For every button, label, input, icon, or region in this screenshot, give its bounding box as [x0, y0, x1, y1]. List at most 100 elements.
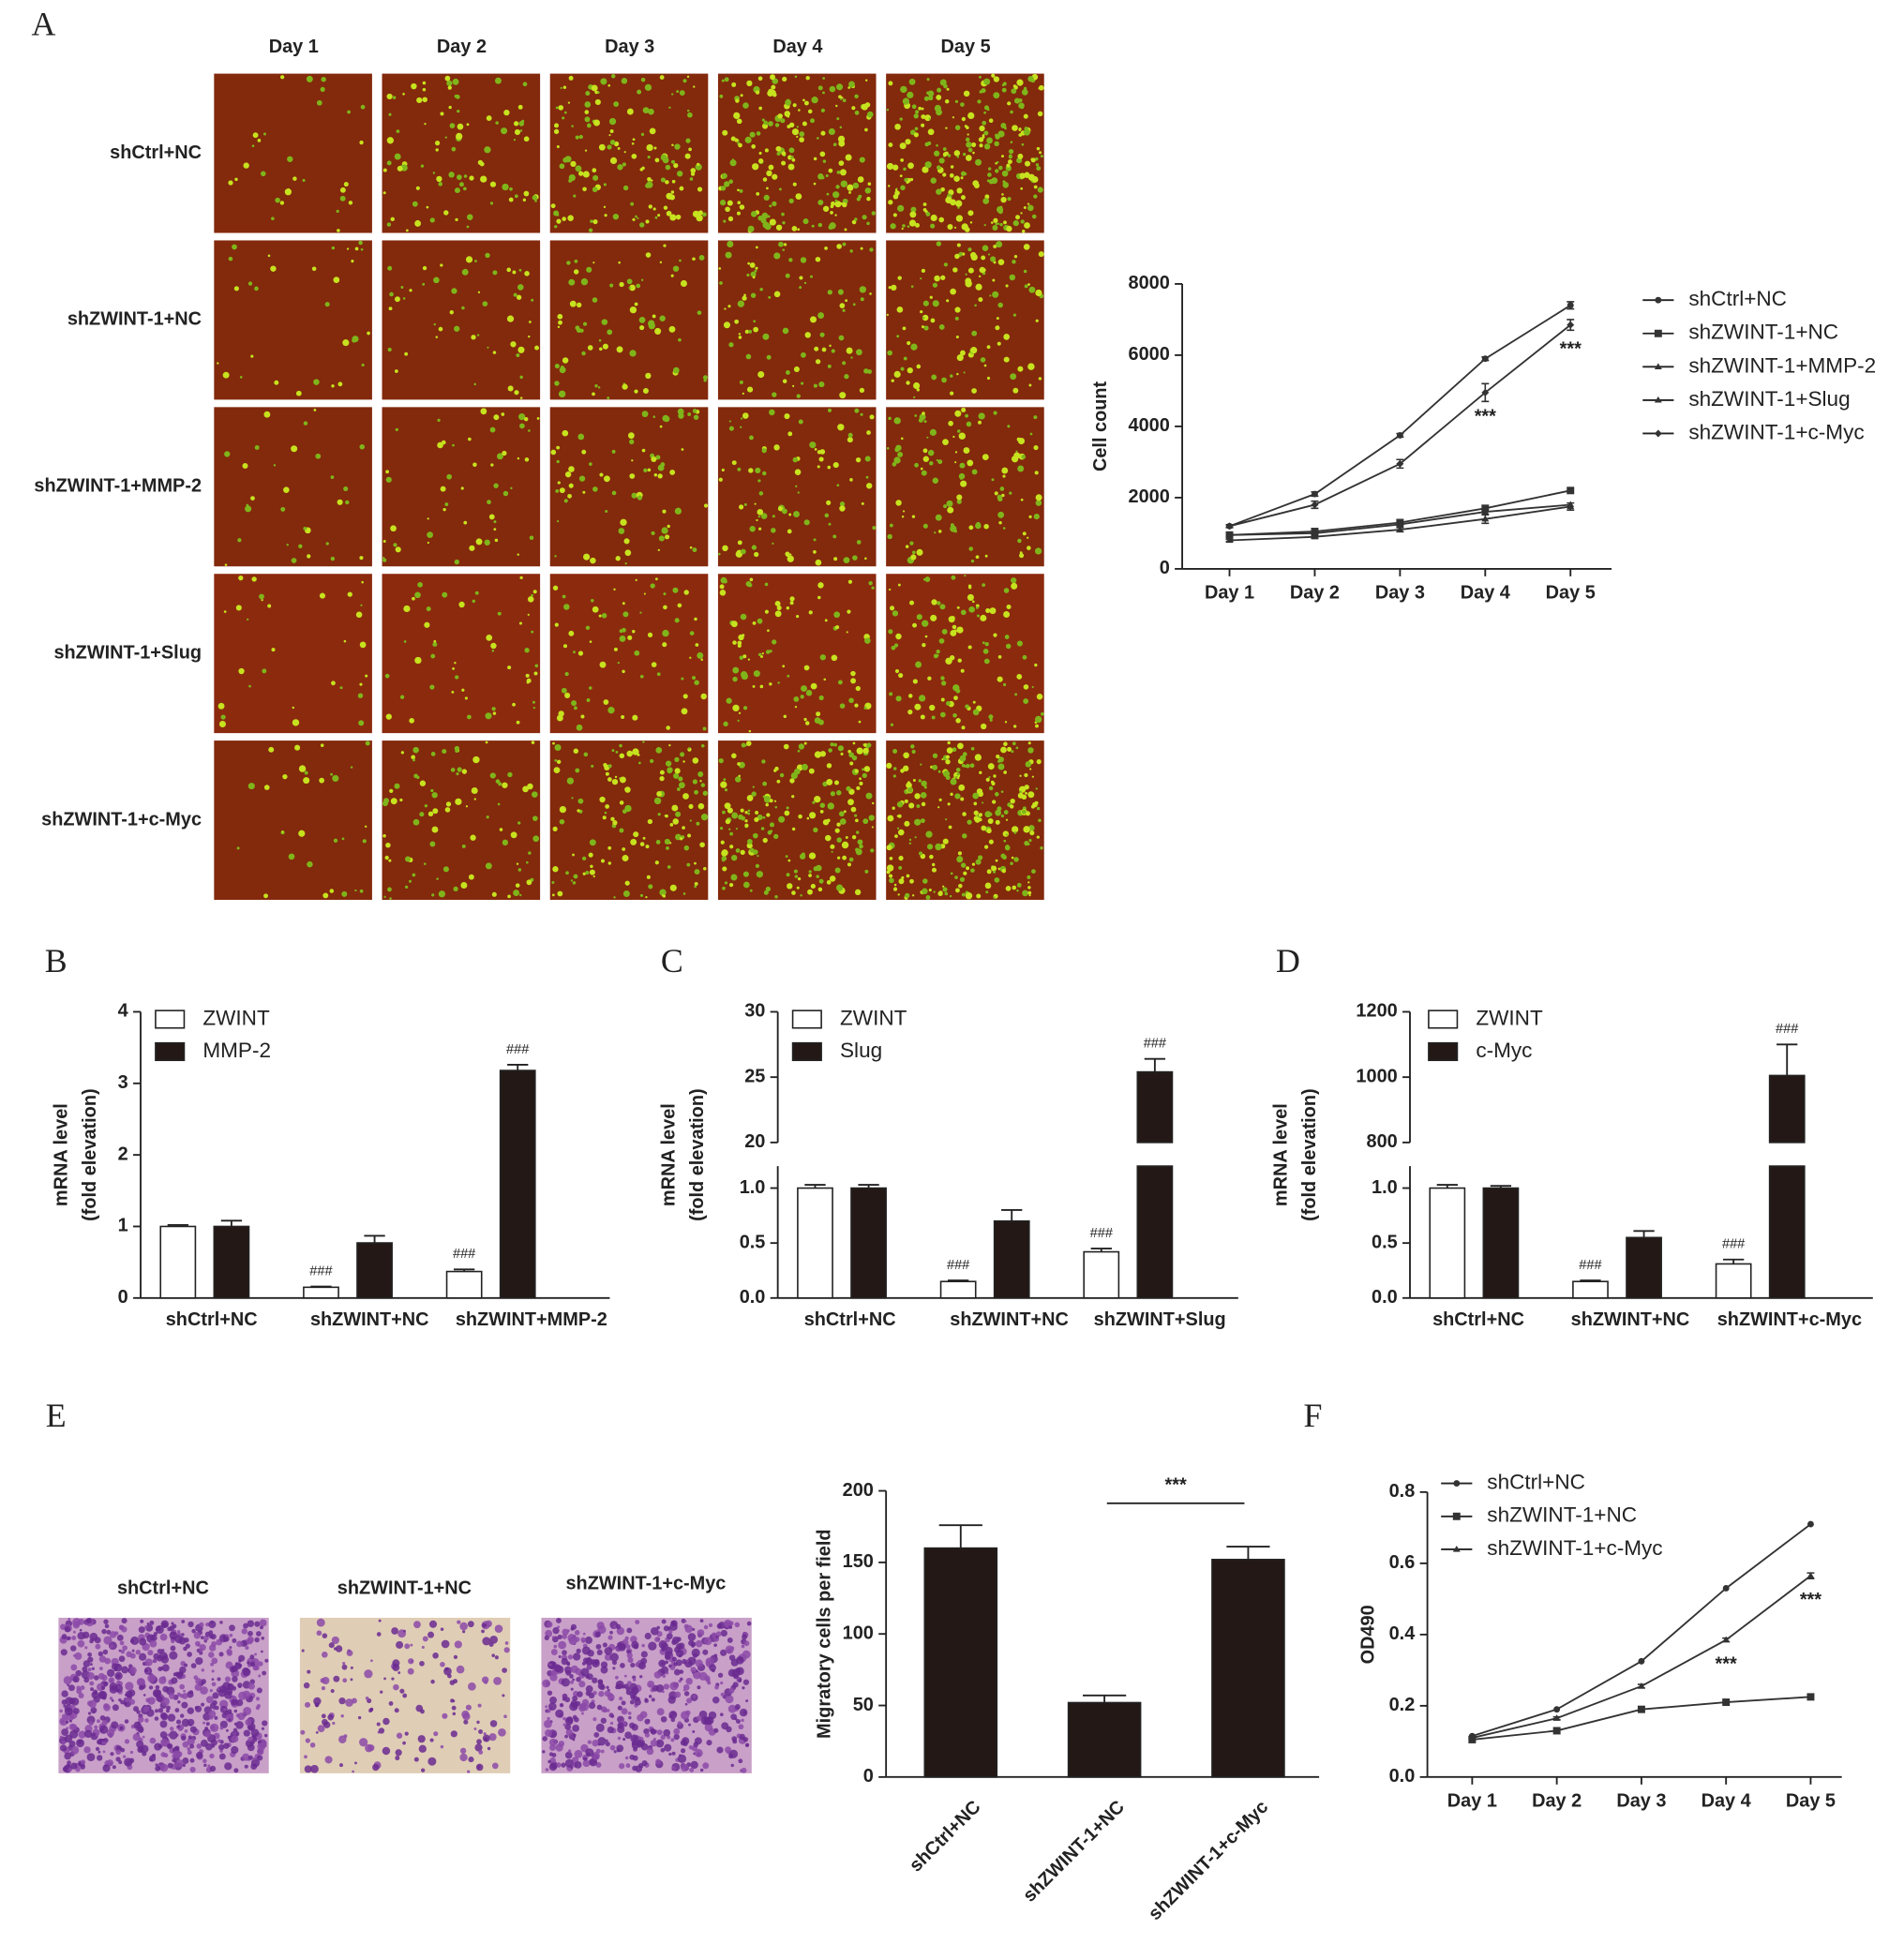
stained-cell: [605, 1742, 610, 1747]
cell: [343, 486, 349, 492]
x-tick-label: Day 3: [1375, 583, 1425, 604]
cell: [627, 432, 635, 440]
cell: [796, 394, 802, 398]
cell: [562, 594, 566, 599]
cell: [891, 284, 897, 292]
cell: [1003, 839, 1007, 843]
cell: [976, 893, 982, 899]
cell: [740, 613, 747, 621]
cell: [848, 81, 855, 88]
stained-cell: [364, 1669, 373, 1679]
stained-cell: [615, 1675, 619, 1680]
cell: [911, 550, 916, 555]
cell: [730, 854, 738, 861]
stained-cell: [493, 1676, 502, 1685]
cell: [802, 121, 807, 127]
cell: [660, 177, 666, 183]
cell: [562, 85, 567, 89]
cell: [667, 767, 673, 773]
cell: [827, 290, 832, 295]
stained-cell: [313, 1697, 322, 1706]
micrograph-bg: [382, 740, 541, 901]
stained-cell: [93, 1691, 97, 1696]
cell: [808, 768, 815, 774]
stained-cell: [149, 1639, 157, 1648]
cell: [757, 479, 761, 483]
cell: [587, 345, 593, 351]
cell: [956, 156, 960, 158]
cell: [395, 296, 400, 303]
cell: [580, 277, 589, 286]
cell: [394, 783, 400, 789]
cell: [417, 582, 423, 588]
cell: [788, 553, 792, 556]
stained-cell: [556, 1762, 562, 1768]
cell: [762, 333, 770, 340]
cell: [692, 409, 697, 413]
micrograph: [886, 240, 1044, 400]
cell: [967, 459, 974, 467]
stained-cell: [111, 1698, 114, 1702]
bar: [1083, 1250, 1120, 1299]
cell: [665, 164, 671, 171]
cell: [946, 701, 951, 706]
cell: [842, 98, 847, 103]
cell: [762, 781, 768, 786]
cell: [1011, 856, 1014, 860]
annotation: ***: [1475, 407, 1496, 427]
cell: [787, 114, 790, 118]
cell: [921, 470, 927, 476]
micrograph-bg: [549, 740, 709, 901]
cell: [617, 146, 621, 150]
panel-letter: A: [32, 6, 56, 43]
cell: [798, 814, 802, 819]
cell: [678, 337, 682, 342]
cell: [243, 162, 249, 169]
cell: [751, 791, 757, 797]
stained-cell: [61, 1740, 66, 1744]
cell: [979, 143, 983, 148]
cell: [432, 172, 436, 174]
cell: [672, 366, 680, 374]
cell: [615, 556, 621, 561]
cell: [273, 464, 277, 467]
cell: [800, 893, 802, 897]
cell: [1023, 684, 1029, 690]
cell: [830, 211, 833, 215]
cell: [893, 643, 899, 648]
cell: [803, 519, 810, 526]
micrograph: [886, 740, 1044, 901]
cell: [1036, 759, 1042, 765]
cell: [994, 491, 998, 496]
cell: [855, 818, 859, 823]
cell: [271, 217, 275, 220]
cell: [1040, 155, 1043, 158]
stained-cell: [625, 1763, 631, 1769]
cell: [1015, 450, 1018, 453]
cell: [239, 376, 243, 379]
stained-cell: [245, 1718, 252, 1727]
stained-cell: [250, 1728, 260, 1738]
stained-cell: [728, 1753, 734, 1759]
cell: [838, 335, 845, 341]
cell: [988, 776, 991, 779]
cell: [720, 186, 727, 191]
cell: [892, 164, 899, 171]
stained-cell: [502, 1667, 507, 1673]
stained-cell: [72, 1675, 80, 1683]
cell: [846, 631, 848, 634]
cell: [694, 885, 697, 889]
stained-cell: [607, 1693, 615, 1701]
cell: [502, 839, 509, 845]
cell: [1000, 122, 1007, 128]
cell: [946, 299, 950, 303]
cell: [969, 763, 975, 769]
cell: [645, 895, 648, 899]
cell: [798, 743, 805, 750]
cell: [313, 379, 320, 385]
cell: [1000, 196, 1007, 203]
cell: [1004, 635, 1010, 639]
cell: [929, 295, 933, 299]
y-tick-label: 0.5: [740, 1232, 766, 1252]
cell: [950, 778, 957, 785]
